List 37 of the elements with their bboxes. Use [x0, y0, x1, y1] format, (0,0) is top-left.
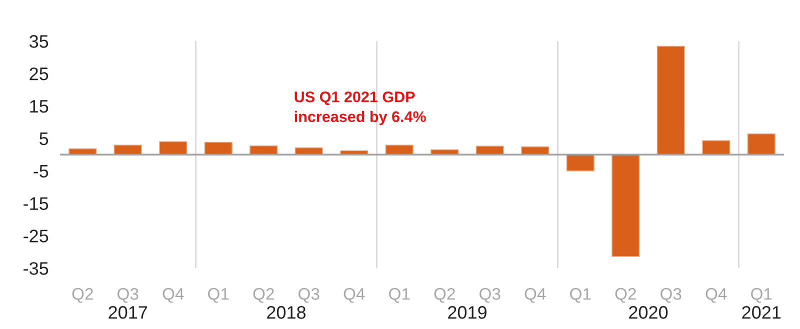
x-tick-label: Q4 [344, 288, 365, 303]
x-tick-label: Q4 [524, 288, 546, 303]
x-tick-label: Q3 [298, 288, 320, 303]
y-tick-label: 15 [30, 100, 48, 113]
y-tick-label: 25 [30, 67, 48, 80]
x-tick-label: Q4 [706, 288, 727, 303]
text: 2019 [448, 306, 486, 319]
x-tick-label: Q2 [72, 288, 93, 303]
annotation: US Q1 2021 GDP increased by 6.4% [294, 91, 426, 126]
y-tick-label: -15 [24, 197, 48, 210]
bar [566, 154, 594, 172]
text: 2018 [267, 306, 306, 319]
y-tick-label: -5 [34, 164, 48, 178]
text: 2017 [108, 306, 148, 319]
bar [159, 141, 188, 156]
x-tick-label: Q1 [208, 288, 229, 303]
text: 2020 [629, 306, 668, 319]
x-tick-label: Q3 [660, 288, 682, 303]
bar [702, 140, 730, 156]
x-tick-label: Q4 [162, 288, 184, 303]
x-tick-label: Q3 [118, 288, 138, 303]
bar [656, 46, 685, 156]
bar [747, 133, 776, 156]
x-tick-label: Q1 [389, 288, 410, 303]
x-tick-label: Q2 [434, 288, 455, 303]
x-tick-label: Q3 [480, 288, 500, 303]
y-tick-label: 5 [40, 132, 48, 146]
x-tick-label: Q2 [253, 288, 274, 303]
bar [612, 154, 640, 257]
bar [204, 142, 232, 156]
y-tick-label: 35 [29, 35, 48, 48]
y-tick-label: -25 [24, 230, 48, 242]
y-tick-label: -35 [24, 262, 48, 275]
x-tick-label: Q2 [615, 288, 636, 303]
text: 2021 [742, 306, 781, 319]
x-tick-label: Q1 [751, 288, 772, 303]
x-tick-label: Q1 [570, 288, 591, 303]
